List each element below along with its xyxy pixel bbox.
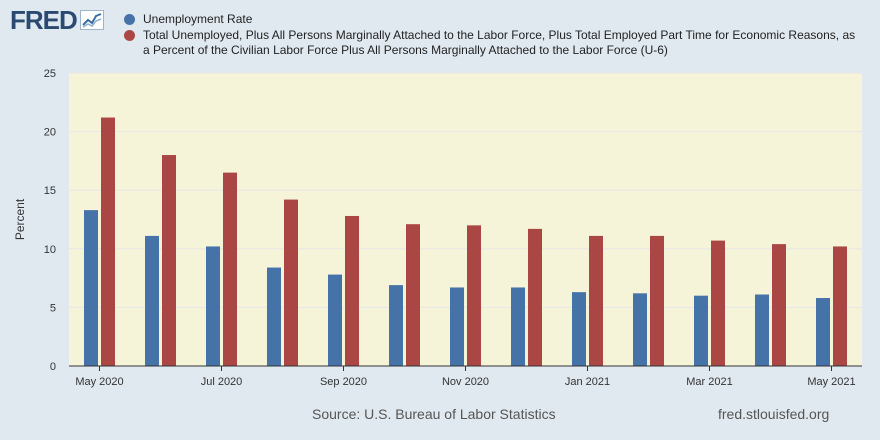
u6-bar[interactable] (833, 246, 847, 366)
y-tick-label: 20 (44, 127, 56, 139)
unrate-bar[interactable] (450, 287, 464, 366)
unrate-bar[interactable] (206, 246, 220, 366)
fred-logo[interactable]: FRED (10, 4, 104, 35)
x-tick-label: Sep 2020 (320, 376, 367, 388)
legend-label-u6: Total Unemployed, Plus All Persons Margi… (143, 28, 856, 57)
x-tick-label: Jan 2021 (565, 376, 610, 388)
legend-label-unrate: Unemployment Rate (143, 12, 253, 26)
u6-bar[interactable] (467, 225, 481, 366)
unrate-bar[interactable] (328, 274, 342, 366)
legend-item-u6[interactable]: Total Unemployed, Plus All Persons Margi… (124, 28, 864, 58)
unrate-bar[interactable] (267, 267, 281, 366)
unrate-bar[interactable] (633, 293, 647, 366)
y-axis-label: Percent (13, 198, 27, 240)
unrate-bar[interactable] (389, 285, 403, 366)
x-tick-label: Mar 2021 (686, 376, 732, 388)
u6-bar[interactable] (528, 228, 542, 366)
legend-marker-unrate (124, 14, 135, 25)
u6-bar[interactable] (162, 155, 176, 366)
u6-bar[interactable] (345, 215, 359, 366)
y-tick-label: 25 (44, 68, 56, 80)
u6-bar[interactable] (650, 235, 664, 366)
unrate-bar[interactable] (145, 235, 159, 366)
x-tick-label: May 2021 (807, 376, 855, 388)
y-tick-label: 10 (44, 244, 56, 256)
unrate-bar[interactable] (511, 287, 525, 366)
u6-bar[interactable] (711, 240, 725, 366)
u6-bar[interactable] (284, 199, 298, 366)
unrate-bar[interactable] (694, 295, 708, 366)
unrate-bar[interactable] (572, 292, 586, 366)
y-tick-label: 0 (50, 361, 56, 373)
plot-area (69, 73, 862, 366)
x-tick-label: Jul 2020 (201, 376, 243, 388)
x-tick-label: Nov 2020 (442, 376, 489, 388)
y-tick-label: 15 (44, 185, 56, 197)
u6-bar[interactable] (223, 172, 237, 366)
u6-bar[interactable] (589, 235, 603, 366)
unrate-bar[interactable] (755, 294, 769, 366)
source-note: Source: U.S. Bureau of Labor Statistics (312, 406, 556, 422)
line-graph-icon (79, 10, 104, 30)
x-tick-label: May 2020 (75, 376, 123, 388)
u6-bar[interactable] (101, 117, 115, 366)
u6-bar[interactable] (406, 224, 420, 366)
y-tick-label: 5 (50, 302, 56, 314)
unrate-bar[interactable] (816, 298, 830, 366)
legend: Unemployment Rate Total Unemployed, Plus… (124, 12, 864, 59)
legend-item-unrate[interactable]: Unemployment Rate (124, 12, 864, 27)
fred-url-link[interactable]: fred.stlouisfed.org (718, 406, 830, 422)
logo-text: FRED (10, 4, 78, 35)
u6-bar[interactable] (772, 244, 786, 366)
unrate-bar[interactable] (84, 210, 98, 366)
legend-marker-u6 (124, 30, 135, 41)
